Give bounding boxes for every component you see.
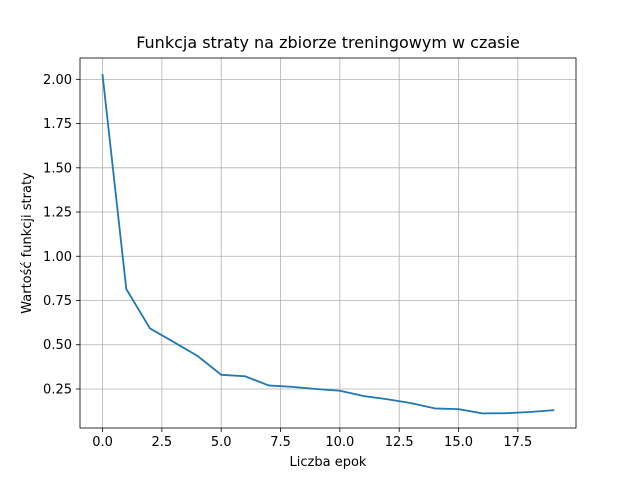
series-layer	[101, 73, 555, 415]
y-axis-ticks: 0.25 0.50 0.75 1.00 1.25 1.50 1.75 2.00	[43, 73, 80, 397]
x-tick-label: 10.0	[325, 435, 354, 450]
y-tick-label: 1.75	[43, 117, 72, 132]
x-axis-ticks: 0.0 2.5 5.0 7.5 10.0 12.5 15.0 17.5	[92, 428, 532, 450]
loss-series-line	[101, 73, 555, 415]
x-axis-label: Liczba epok	[290, 455, 367, 470]
y-tick-label: 2.00	[43, 73, 72, 88]
x-tick-label: 12.5	[385, 435, 414, 450]
plot-frame	[79, 57, 577, 429]
y-tick-label: 1.50	[43, 161, 72, 176]
y-axis-label: Wartość funkcji straty	[20, 172, 35, 314]
x-tick-label: 5.0	[211, 435, 232, 450]
chart-title: Funkcja straty na zbiorze treningowym w …	[136, 33, 520, 52]
x-tick-label: 7.5	[270, 435, 291, 450]
y-tick-label: 0.50	[43, 338, 72, 353]
y-tick-label: 1.00	[43, 250, 72, 265]
y-tick-label: 0.75	[43, 294, 72, 309]
x-tick-label: 2.5	[152, 435, 173, 450]
grid	[80, 58, 576, 428]
x-tick-label: 15.0	[444, 435, 473, 450]
x-tick-label: 0.0	[92, 435, 113, 450]
y-tick-label: 0.25	[43, 382, 72, 397]
y-tick-label: 1.25	[43, 206, 72, 221]
x-tick-label: 17.5	[503, 435, 532, 450]
